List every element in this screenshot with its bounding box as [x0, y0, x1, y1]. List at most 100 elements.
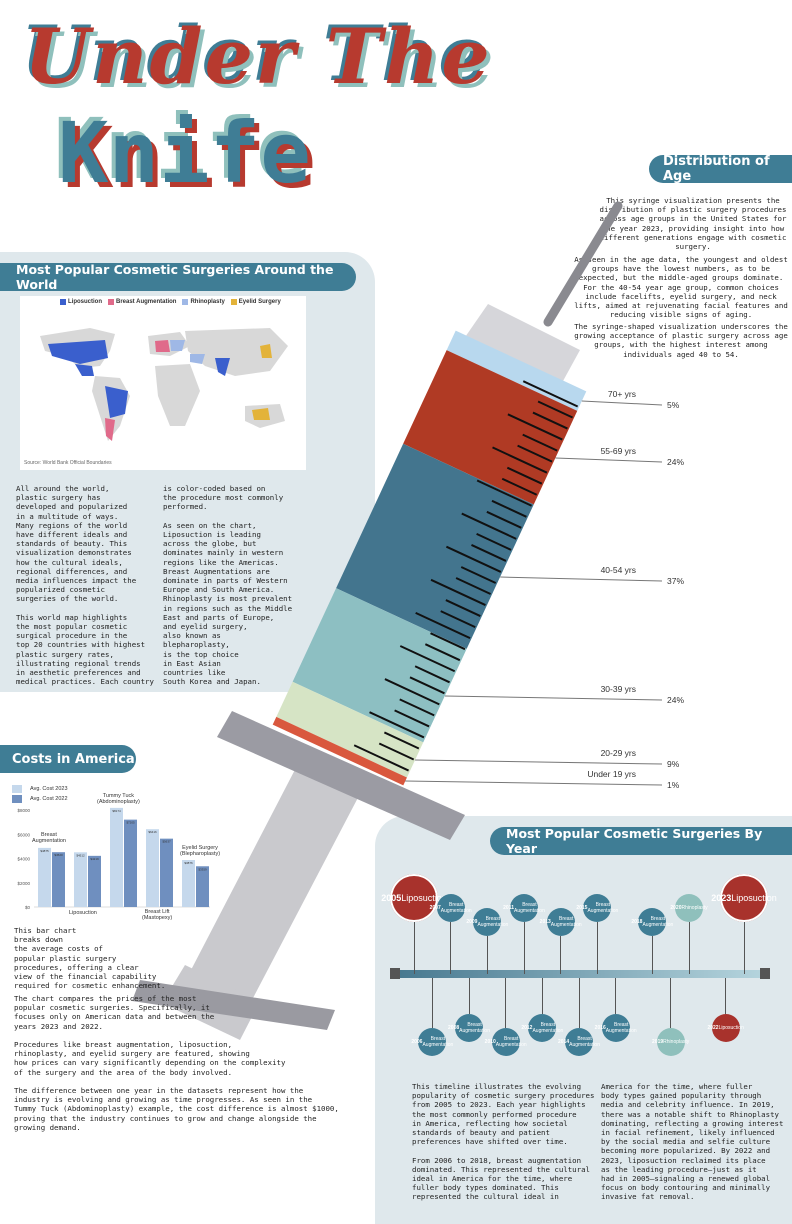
costs-text-1: This bar chart breaks down the average c… — [14, 926, 166, 991]
age-label-4: 20-29 yrs — [600, 748, 636, 758]
barrel-tick — [399, 645, 456, 673]
age-header: Distribution of Age — [649, 154, 792, 184]
timeline-year-2016: 2016 — [594, 1025, 606, 1031]
map-legend-item-1: Breast Augmentation — [108, 299, 176, 305]
barrel-tick — [517, 444, 553, 463]
age-pct-0: 5% — [667, 400, 680, 410]
callout-liposuction: Liposuction — [69, 910, 97, 916]
barrel-tick — [383, 731, 420, 750]
timeline-proc-2023: Liposuction — [731, 892, 777, 903]
barrel-segment-2 — [336, 443, 534, 649]
map-legend-item-2: Rhinoplasty — [182, 299, 225, 305]
leader-1 — [555, 457, 663, 463]
timeline-stem-bottom-7 — [725, 978, 727, 1014]
callout-tummy-tuck: Tummy Tuck (Abdominoplasty) — [97, 793, 140, 805]
timeline-stem-bottom-3 — [541, 978, 543, 1014]
timeline-header-text: Most Popular Cosmetic Surgeries By Year — [506, 826, 763, 856]
timeline-proc-2020: Rhinoplasty — [681, 905, 708, 911]
timeline-year-2009: 2009 — [466, 919, 478, 925]
region-middle-east — [190, 354, 205, 364]
region-usa — [48, 340, 108, 364]
needle — [543, 201, 623, 327]
timeline-year-2006: 2006 — [411, 1039, 423, 1045]
age-pct-3: 24% — [667, 695, 685, 705]
barrel-tick — [378, 742, 415, 761]
timeline-stem-top-3 — [523, 922, 525, 974]
region-eastern-europe — [170, 340, 185, 351]
barrel-segment-0 — [446, 330, 587, 411]
bar-1-0 — [74, 852, 87, 907]
timeline-node-2008: 2008 Breast Augmentation — [448, 1014, 490, 1042]
timeline-node-2006: 2006 Breast Augmentation — [411, 1028, 453, 1056]
timeline-node-2005: 2005 Liposuction — [381, 874, 447, 922]
timeline-year-2022: 2022 — [707, 1025, 719, 1031]
age-pct-5: 1% — [667, 780, 680, 790]
age-label-5: Under 19 yrs — [587, 769, 636, 779]
cost-bar-chart: $0 $2000 $4000 $6000 $8000 $4875 $4520 $4512 $42… — [17, 807, 210, 910]
timeline-end-right — [760, 968, 770, 979]
barrel-tick — [369, 711, 425, 739]
landmass-africa — [155, 364, 200, 426]
region-brazil — [105, 386, 128, 418]
timeline-year-2020: 2020 — [670, 905, 682, 911]
timeline-year-2011: 2011 — [503, 905, 515, 911]
costs-header: Costs in America — [0, 745, 136, 773]
barrel-segment-5 — [272, 716, 407, 786]
world-text-col1: All around the world, plastic surgery ha… — [16, 484, 154, 687]
bar-label-2-1: $7205 — [126, 821, 135, 825]
map-legend-swatch-3 — [230, 299, 237, 305]
timeline-proc-2008: Breast Augmentation — [459, 1022, 490, 1034]
bar-label-1-1: $4219 — [90, 857, 99, 861]
barrel-tick — [507, 413, 563, 441]
barrel-tick — [476, 532, 512, 551]
barrel-tick — [492, 446, 548, 474]
syringe-hub — [461, 304, 580, 392]
flange — [217, 711, 465, 840]
timeline-text-col1: This timeline illustrates the evolving p… — [412, 1082, 595, 1202]
timeline-proc-2012: Breast Augmentation — [532, 1022, 564, 1034]
callout-eyelid: Eyelid Surgery (Blepharoplasty) — [180, 845, 221, 857]
timeline-stem-top-1 — [450, 922, 452, 974]
region-india — [215, 358, 230, 376]
timeline-year-2014: 2014 — [558, 1039, 570, 1045]
timeline-proc-2010: Breast Augmentation — [495, 1036, 527, 1048]
world-header-text: Most Popular Cosmetic Surgeries Around t… — [16, 262, 334, 292]
timeline-stem-bottom-4 — [578, 978, 580, 1028]
barrel-tick — [430, 578, 486, 606]
plunger-thumb — [132, 980, 335, 1030]
ytick-1: $2000 — [17, 881, 30, 886]
map-legend-swatch-1 — [108, 299, 114, 305]
map-legend: Liposuction Breast Augmentation Rhinoplast… — [60, 299, 281, 305]
timeline-proc-2009: Breast Augmentation — [477, 916, 509, 928]
map-legend-label-1: Breast Augmentation — [116, 299, 177, 305]
timeline-node-2013: 2013 Breast Augmentation — [540, 908, 582, 936]
region-western-europe — [155, 340, 170, 352]
timeline-proc-2005: Liposuction — [401, 892, 447, 903]
world-map: Liposuction Breast Augmentation Rhinoplast… — [20, 296, 306, 470]
timeline-stem-top-7 — [688, 922, 690, 974]
timeline-node-2009: 2009 Breast Augmentation — [466, 908, 508, 936]
age-pct-2: 37% — [667, 576, 685, 586]
timeline-year-2012: 2012 — [521, 1025, 533, 1031]
timeline-stem-bottom-6 — [670, 978, 672, 1028]
barrel-tick — [537, 400, 573, 419]
ytick-4: $8000 — [17, 808, 30, 813]
age-label-1: 55-69 yrs — [600, 446, 636, 456]
timeline-proc-2018: Breast Augmentation — [642, 916, 674, 928]
timeline-year-2015: 2015 — [576, 905, 588, 911]
barrel-ticks — [353, 380, 579, 772]
age-pct-1: 24% — [667, 457, 685, 467]
timeline-proc-2022: Liposuction — [718, 1025, 744, 1031]
barrel-tick — [460, 566, 497, 584]
barrel-tick — [522, 433, 558, 452]
timeline-stem-bottom-0 — [431, 978, 433, 1028]
map-source: Source: World Bank Official Boundaries — [24, 460, 112, 466]
bar-label-2-0: $8174 — [112, 809, 121, 813]
timeline-proc-2014: Breast Augmentation — [569, 1036, 600, 1048]
barrel-tick — [409, 676, 445, 695]
timeline-node-2022: 2022 Liposuction — [707, 1014, 744, 1042]
map-shapes — [40, 328, 288, 441]
costs-header-text: Costs in America — [12, 751, 135, 767]
age-label-0: 70+ yrs — [607, 389, 636, 399]
leader-3 — [444, 695, 663, 701]
